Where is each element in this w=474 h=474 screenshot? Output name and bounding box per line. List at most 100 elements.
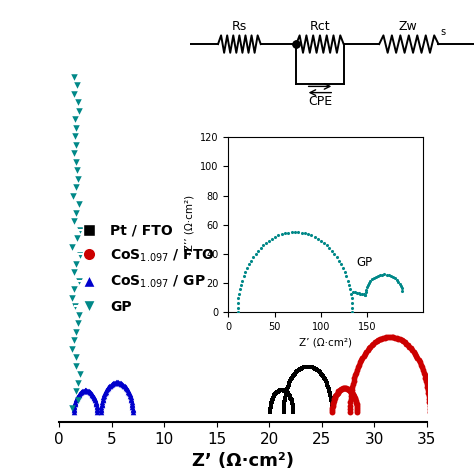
Point	[129, 408, 137, 416]
Point	[350, 377, 357, 385]
Point	[292, 370, 299, 377]
Point	[317, 370, 325, 377]
Point	[266, 405, 274, 412]
Point	[346, 408, 354, 416]
Point	[426, 408, 434, 416]
Point	[315, 367, 322, 375]
Point	[390, 334, 397, 341]
Point	[72, 353, 80, 361]
Point	[338, 385, 346, 392]
Point	[350, 392, 358, 400]
Point	[391, 334, 399, 341]
Point	[309, 364, 316, 371]
Point	[288, 398, 296, 406]
Point	[425, 389, 432, 397]
Point	[275, 387, 283, 395]
Point	[328, 408, 336, 416]
Point	[280, 406, 288, 413]
Point	[125, 388, 132, 395]
Point	[272, 391, 279, 398]
Point	[341, 384, 349, 392]
Point	[77, 389, 84, 396]
Point	[276, 387, 283, 394]
Point	[354, 364, 362, 371]
Point	[281, 394, 289, 401]
Point	[334, 389, 341, 396]
Point	[71, 115, 79, 123]
Point	[284, 390, 292, 397]
Point	[384, 333, 392, 341]
Point	[350, 374, 358, 382]
Point	[71, 399, 79, 407]
Point	[287, 394, 294, 401]
Point	[70, 217, 78, 225]
Point	[296, 365, 304, 373]
Point	[311, 365, 319, 373]
Point	[388, 333, 395, 341]
Point	[71, 285, 78, 293]
Point	[308, 363, 315, 371]
Point	[422, 374, 429, 382]
Point	[352, 369, 360, 376]
Point	[74, 379, 82, 386]
Point	[340, 384, 348, 392]
Point	[106, 382, 114, 389]
Point	[305, 363, 312, 370]
Point	[351, 394, 359, 401]
Point	[119, 381, 127, 389]
Point	[126, 391, 133, 398]
Point	[75, 390, 83, 398]
Point	[286, 379, 293, 387]
Point	[70, 336, 78, 344]
Point	[378, 335, 385, 343]
Point	[281, 396, 289, 404]
Point	[68, 243, 76, 250]
Point	[73, 393, 81, 401]
Point	[356, 359, 364, 366]
Point	[117, 379, 124, 387]
Point	[84, 387, 92, 394]
Point	[337, 386, 344, 393]
Point	[329, 401, 337, 408]
Point	[73, 82, 81, 89]
Point	[112, 379, 120, 386]
Point	[128, 403, 136, 410]
Point	[269, 395, 276, 403]
Point	[410, 348, 418, 356]
Point	[319, 373, 327, 380]
Point	[406, 343, 413, 350]
Point	[93, 408, 101, 416]
Point	[74, 396, 82, 403]
Point	[379, 334, 387, 342]
Point	[422, 377, 430, 385]
Point	[349, 380, 356, 388]
Point	[398, 337, 405, 344]
Point	[91, 394, 98, 401]
Point	[426, 405, 434, 412]
Point	[118, 381, 126, 388]
Point	[321, 376, 328, 383]
Point	[287, 395, 295, 403]
Point	[329, 399, 337, 407]
Point	[358, 354, 366, 362]
Point	[294, 367, 301, 375]
Point	[353, 402, 361, 410]
Point	[99, 395, 107, 402]
Text: Rs: Rs	[232, 20, 247, 33]
Point	[74, 392, 82, 400]
Point	[268, 398, 275, 406]
Point	[328, 406, 336, 413]
Point	[287, 376, 295, 383]
Point	[353, 366, 361, 374]
Point	[83, 387, 91, 394]
Point	[111, 379, 119, 386]
Point	[89, 391, 96, 399]
Point	[289, 405, 297, 412]
Point	[330, 397, 337, 405]
Point	[129, 405, 137, 412]
Point	[72, 387, 79, 395]
Point	[114, 379, 122, 386]
Point	[93, 405, 100, 413]
Point	[99, 396, 106, 404]
Point	[93, 403, 100, 411]
